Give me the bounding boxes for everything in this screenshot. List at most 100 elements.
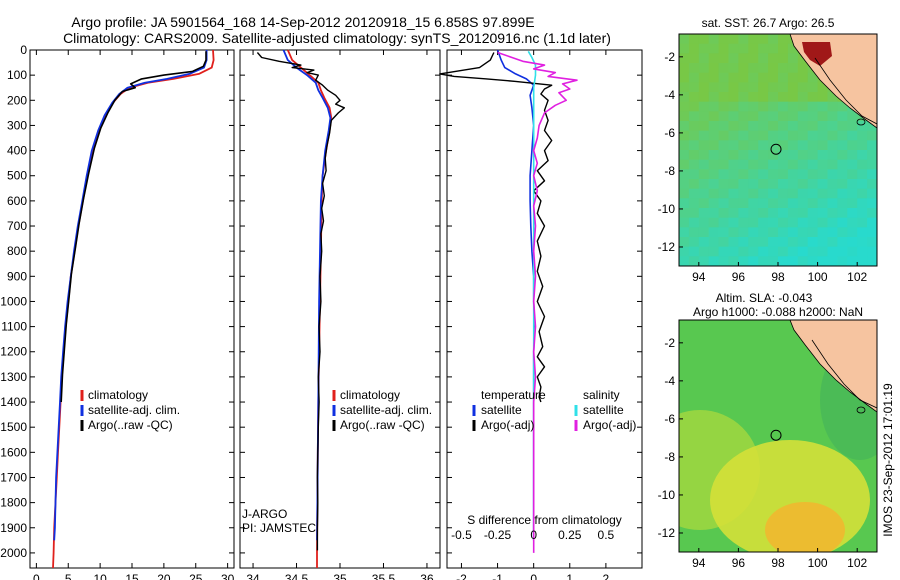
- sst-cell: [837, 101, 848, 112]
- sst-cell: [827, 101, 838, 112]
- sst-cell: [857, 208, 868, 219]
- sst-cell: [688, 188, 700, 199]
- sla-map-subtitle: Argo h1000: -0.088 h2000: NaN: [693, 305, 863, 319]
- sst-cell: [847, 208, 858, 219]
- sst-cell: [758, 208, 769, 219]
- sst-cell: [708, 169, 720, 180]
- sst-cell: [679, 92, 690, 103]
- sst-cell: [708, 188, 720, 199]
- sst-cell: [807, 208, 819, 219]
- sst-cell: [698, 111, 710, 122]
- sst-cell: [688, 169, 700, 180]
- sst-cell: [807, 130, 819, 141]
- sst-cell: [768, 150, 779, 161]
- series-line-temperature-profile-1: [53, 50, 208, 541]
- sst-cell: [768, 217, 779, 228]
- sst-cell: [827, 169, 838, 180]
- sst-cell: [797, 208, 809, 219]
- sst-cell: [718, 179, 730, 190]
- plot-frame-difference-profile: [446, 49, 643, 569]
- sst-cell: [718, 198, 730, 209]
- sst-cell: [817, 188, 829, 199]
- sst-cell: [728, 237, 739, 248]
- sst-cell: [728, 63, 739, 74]
- sst-cell: [718, 159, 730, 170]
- sst-cell: [758, 256, 769, 266]
- sst-cell: [738, 208, 749, 219]
- float-pi-label: PI: JAMSTEC: [242, 521, 316, 535]
- sst-cell: [698, 246, 710, 257]
- sst-cell: [738, 246, 749, 257]
- sst-cell: [807, 150, 819, 161]
- sst-cell: [807, 169, 819, 180]
- sst-cell: [728, 121, 739, 132]
- sst-cell: [688, 43, 700, 54]
- y-tick-label: 1100: [1, 320, 27, 334]
- sst-cell: [698, 150, 710, 161]
- sst-cell: [758, 217, 769, 228]
- sst-cell: [728, 101, 739, 112]
- legend-label: Argo(-adj): [481, 418, 534, 432]
- sst-cell: [688, 159, 700, 170]
- sst-cell: [738, 43, 749, 54]
- sst-cell: [778, 198, 789, 209]
- sst-cell: [807, 72, 819, 83]
- x-tick-label: 1: [566, 572, 573, 580]
- sst-cell: [847, 179, 858, 190]
- sst-cell: [718, 246, 730, 257]
- sst-cell: [847, 159, 858, 170]
- sst-cell: [708, 198, 720, 209]
- sst-cell: [728, 130, 739, 141]
- sst-cell: [728, 72, 739, 83]
- sst-cell: [837, 227, 848, 238]
- sst-cell: [718, 101, 730, 112]
- sst-cell: [758, 169, 769, 180]
- sst-cell: [738, 150, 749, 161]
- sst-cell: [857, 246, 868, 257]
- sst-cell: [867, 246, 877, 257]
- map-y-tick-label: -12: [658, 240, 676, 254]
- sst-cell: [857, 179, 868, 190]
- legend-label: satellite: [583, 403, 624, 417]
- x-tick-label: 0: [33, 572, 40, 580]
- sst-cell: [679, 188, 690, 199]
- sst-cell: [738, 63, 749, 74]
- y-tick-label: 1300: [0, 370, 27, 384]
- sst-cell: [827, 130, 838, 141]
- sst-cell: [748, 34, 759, 45]
- sst-cell: [688, 227, 700, 238]
- sst-cell: [738, 188, 749, 199]
- legend-header-temperature: temperature: [481, 388, 546, 402]
- sst-cell: [679, 43, 690, 54]
- sst-cell: [817, 159, 829, 170]
- sst-cell: [768, 256, 779, 266]
- sst-cell: [738, 159, 749, 170]
- sst-cell: [797, 72, 809, 83]
- legend-label: climatology: [88, 388, 148, 402]
- sst-cell: [827, 208, 838, 219]
- sst-cell: [728, 208, 739, 219]
- sst-cell: [867, 208, 877, 219]
- sst-cell: [857, 121, 868, 132]
- sst-cell: [679, 111, 690, 122]
- y-tick-label: 200: [7, 93, 27, 107]
- sst-cell: [738, 101, 749, 112]
- sst-cell: [807, 82, 819, 93]
- sst-cell: [867, 227, 877, 238]
- sst-cell: [797, 92, 809, 103]
- temperature-panel: 0 5 10 15 20 25 300100200300400500600700800900…: [0, 43, 234, 580]
- sst-cell: [738, 130, 749, 141]
- sst-cell: [797, 130, 809, 141]
- sst-cell: [807, 159, 819, 170]
- sst-cell: [787, 169, 799, 180]
- sst-cell: [867, 150, 877, 161]
- sst-cell: [718, 169, 730, 180]
- sst-cell: [807, 237, 819, 248]
- sst-cell: [688, 150, 700, 161]
- legend-header-salinity: salinity: [583, 388, 620, 402]
- sst-cell: [708, 43, 720, 54]
- sst-cell: [718, 82, 730, 93]
- sst-cell: [679, 179, 690, 190]
- sst-cell: [768, 159, 779, 170]
- sst-cell: [867, 169, 877, 180]
